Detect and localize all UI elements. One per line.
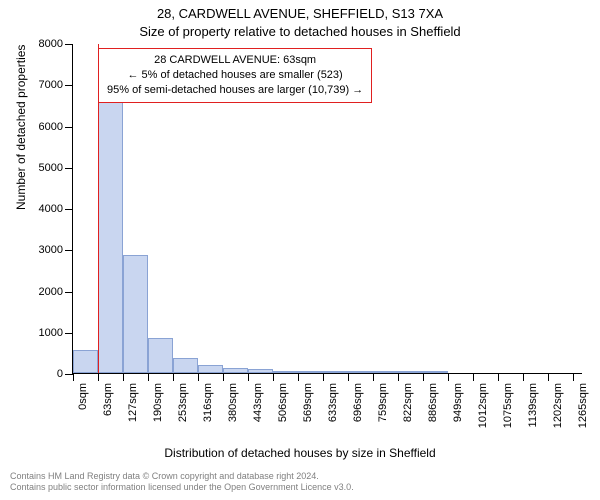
y-tick-label: 4000	[39, 203, 63, 215]
x-tick	[373, 373, 374, 381]
x-tick	[323, 373, 324, 381]
x-tick	[148, 373, 149, 381]
x-tick	[198, 373, 199, 381]
y-tick	[65, 333, 73, 334]
x-axis-label: Distribution of detached houses by size …	[0, 446, 600, 460]
x-tick	[448, 373, 449, 381]
x-tick-label: 190sqm	[152, 383, 164, 422]
histogram-bar	[98, 101, 123, 373]
x-tick-label: 1075sqm	[502, 383, 514, 428]
x-tick	[573, 373, 574, 381]
x-tick	[348, 373, 349, 381]
y-tick	[65, 85, 73, 86]
y-tick-label: 5000	[39, 162, 63, 174]
x-tick-label: 886sqm	[427, 383, 439, 422]
x-tick-label: 380sqm	[227, 383, 239, 422]
x-tick	[423, 373, 424, 381]
x-tick-label: 316sqm	[202, 383, 214, 422]
y-tick	[65, 292, 73, 293]
y-tick-label: 0	[57, 368, 63, 380]
x-tick-label: 822sqm	[402, 383, 414, 422]
chart-title-main: 28, CARDWELL AVENUE, SHEFFIELD, S13 7XA	[0, 6, 600, 21]
histogram-bar	[348, 371, 373, 373]
y-tick-label: 3000	[39, 244, 63, 256]
y-tick-label: 2000	[39, 286, 63, 298]
histogram-bar	[198, 365, 223, 373]
x-tick-label: 63sqm	[102, 383, 114, 416]
x-tick	[123, 373, 124, 381]
x-tick	[73, 373, 74, 381]
y-tick	[65, 168, 73, 169]
chart-container: 28, CARDWELL AVENUE, SHEFFIELD, S13 7XA …	[0, 0, 600, 500]
x-tick	[498, 373, 499, 381]
chart-title-sub: Size of property relative to detached ho…	[0, 24, 600, 39]
histogram-bar	[223, 368, 248, 373]
histogram-bar	[373, 371, 398, 373]
y-tick-label: 7000	[39, 79, 63, 91]
x-tick-label: 633sqm	[327, 383, 339, 422]
histogram-bar	[248, 369, 273, 373]
histogram-bar	[398, 371, 423, 373]
x-tick	[523, 373, 524, 381]
annotation-line: 95% of semi-detached houses are larger (…	[107, 83, 363, 98]
histogram-bar	[148, 338, 173, 373]
x-tick-label: 1012sqm	[477, 383, 489, 428]
annotation-box: 28 CARDWELL AVENUE: 63sqm ← 5% of detach…	[98, 48, 372, 103]
x-tick	[223, 373, 224, 381]
y-tick	[65, 250, 73, 251]
x-tick-label: 506sqm	[277, 383, 289, 422]
x-tick-label: 443sqm	[252, 383, 264, 422]
x-tick	[398, 373, 399, 381]
histogram-bar	[173, 358, 198, 373]
x-tick-label: 569sqm	[302, 383, 314, 422]
x-tick-label: 949sqm	[452, 383, 464, 422]
y-tick	[65, 127, 73, 128]
annotation-line: 28 CARDWELL AVENUE: 63sqm	[107, 53, 363, 68]
annotation-line: ← 5% of detached houses are smaller (523…	[107, 68, 363, 83]
histogram-bar	[73, 350, 98, 373]
x-tick-label: 1265sqm	[577, 383, 589, 428]
histogram-bar	[123, 255, 148, 373]
histogram-bar	[298, 371, 323, 373]
histogram-bar	[323, 371, 348, 373]
y-axis-label: Number of detached properties	[14, 45, 28, 210]
histogram-bar	[423, 371, 448, 373]
footer-line: Contains public sector information licen…	[10, 482, 354, 494]
x-tick-label: 1202sqm	[552, 383, 564, 428]
x-tick	[548, 373, 549, 381]
histogram-bar	[273, 371, 298, 373]
y-tick-label: 8000	[39, 38, 63, 50]
x-tick-label: 127sqm	[127, 383, 139, 422]
x-tick-label: 696sqm	[352, 383, 364, 422]
x-tick-label: 0sqm	[77, 383, 89, 410]
y-tick-label: 1000	[39, 327, 63, 339]
footer-line: Contains HM Land Registry data © Crown c…	[10, 471, 354, 483]
x-tick-label: 759sqm	[377, 383, 389, 422]
y-tick	[65, 374, 73, 375]
x-tick	[273, 373, 274, 381]
x-tick-label: 253sqm	[177, 383, 189, 422]
y-tick	[65, 44, 73, 45]
x-tick	[248, 373, 249, 381]
x-tick	[298, 373, 299, 381]
y-tick	[65, 209, 73, 210]
footer: Contains HM Land Registry data © Crown c…	[10, 471, 354, 494]
x-tick	[473, 373, 474, 381]
y-tick-label: 6000	[39, 121, 63, 133]
x-tick	[98, 373, 99, 381]
x-tick	[173, 373, 174, 381]
x-tick-label: 1139sqm	[527, 383, 539, 427]
